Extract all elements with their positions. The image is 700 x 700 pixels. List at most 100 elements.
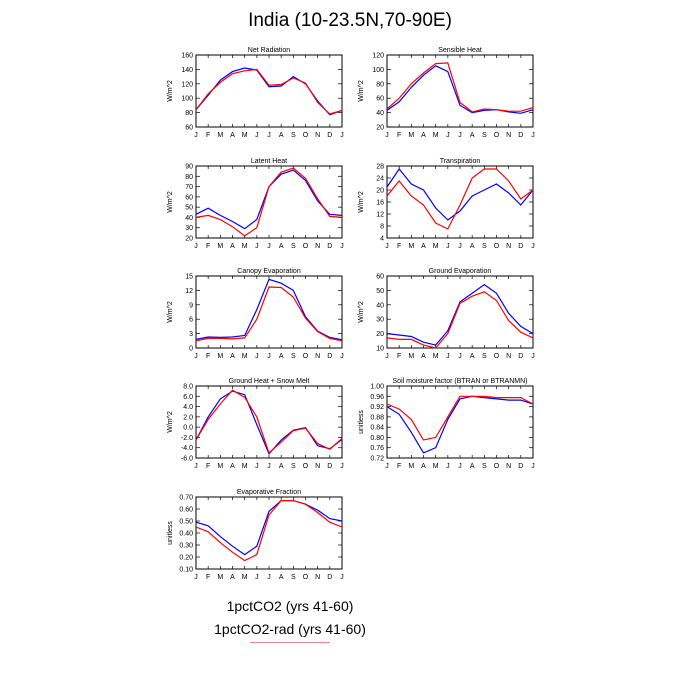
y-tick-label: 120	[372, 53, 384, 60]
x-tick-label: S	[482, 132, 487, 139]
series-line-2	[195, 389, 343, 454]
y-tick-label: 0	[189, 346, 193, 353]
y-tick-label: 60	[185, 194, 193, 201]
x-tick-label: A	[421, 463, 426, 470]
y-tick-label: 16	[376, 200, 384, 207]
y-tick-label: -4.0	[181, 445, 193, 452]
x-tick-label: A	[230, 463, 235, 470]
x-tick-label: M	[242, 132, 248, 139]
x-tick-label: D	[327, 574, 332, 581]
series-line-2	[195, 68, 343, 115]
x-tick-label: A	[230, 574, 235, 581]
y-tick-label: 80	[376, 81, 384, 88]
y-tick-label: 0.40	[179, 531, 193, 538]
x-tick-label: J	[194, 243, 198, 250]
y-tick-label: 28	[376, 164, 384, 171]
y-tick-label: 0.30	[179, 543, 193, 550]
x-tick-label: M	[408, 243, 414, 250]
x-tick-label: J	[267, 463, 271, 470]
y-axis-label: W/m^2	[167, 411, 174, 433]
y-tick-label: 0.92	[370, 404, 384, 411]
y-axis-label: unitless	[358, 410, 365, 434]
x-tick-label: M	[408, 132, 414, 139]
x-tick-label: A	[470, 353, 475, 360]
x-tick-label: A	[279, 574, 284, 581]
x-tick-label: M	[217, 463, 223, 470]
x-tick-label: M	[408, 463, 414, 470]
y-tick-label: 8	[380, 224, 384, 231]
y-tick-label: 0.60	[179, 507, 193, 514]
y-tick-label: 0.76	[370, 445, 384, 452]
y-axis-label: W/m^2	[358, 301, 365, 323]
y-tick-label: 4.0	[183, 404, 193, 411]
x-tick-label: M	[433, 353, 439, 360]
panel-title: Ground Heat + Snow Melt	[229, 378, 310, 385]
panel-title: Latent Heat	[251, 158, 287, 165]
x-tick-label: M	[242, 353, 248, 360]
x-tick-label: A	[470, 243, 475, 250]
y-tick-label: 4	[380, 236, 384, 243]
x-tick-label: S	[291, 132, 296, 139]
y-tick-label: 160	[181, 53, 193, 60]
x-tick-label: J	[531, 353, 535, 360]
y-tick-label: 20	[185, 236, 193, 243]
x-tick-label: F	[397, 132, 401, 139]
x-tick-label: J	[194, 463, 198, 470]
series-line-1	[195, 67, 343, 116]
series-line-2	[195, 167, 343, 237]
series-line-1	[195, 169, 343, 230]
x-tick-label: N	[506, 353, 511, 360]
x-tick-label: F	[206, 463, 210, 470]
plot-frame	[195, 385, 343, 459]
y-axis-label: W/m^2	[167, 301, 174, 323]
y-tick-label: 80	[185, 174, 193, 181]
x-tick-label: F	[206, 132, 210, 139]
y-tick-label: 70	[185, 184, 193, 191]
x-tick-label: M	[217, 353, 223, 360]
x-tick-label: J	[531, 243, 535, 250]
x-tick-label: J	[255, 574, 259, 581]
x-tick-label: O	[494, 353, 500, 360]
x-tick-label: N	[506, 463, 511, 470]
x-tick-label: S	[482, 463, 487, 470]
series-line-1	[195, 500, 343, 556]
figure-title: India (10-23.5N,70-90E)	[248, 10, 452, 31]
x-tick-label: J	[267, 132, 271, 139]
x-tick-label: F	[397, 463, 401, 470]
x-tick-label: O	[494, 132, 500, 139]
x-tick-label: J	[458, 463, 462, 470]
x-tick-label: J	[267, 574, 271, 581]
x-tick-label: D	[518, 463, 523, 470]
x-tick-label: J	[458, 353, 462, 360]
y-tick-label: 10	[376, 346, 384, 353]
panel-title: Ground Evaporation	[429, 268, 492, 275]
x-tick-label: J	[267, 243, 271, 250]
x-tick-label: F	[397, 353, 401, 360]
y-tick-label: 40	[376, 110, 384, 117]
x-tick-label: A	[470, 132, 475, 139]
y-tick-label: 0.72	[370, 456, 384, 463]
x-tick-label: D	[327, 463, 332, 470]
x-tick-label: J	[267, 353, 271, 360]
y-axis-label: W/m^2	[167, 191, 174, 213]
x-tick-label: O	[303, 132, 309, 139]
x-tick-label: S	[482, 243, 487, 250]
y-tick-label: 1.00	[370, 384, 384, 391]
x-tick-label: A	[421, 132, 426, 139]
y-tick-label: 12	[376, 212, 384, 219]
y-axis-label: W/m^2	[358, 80, 365, 102]
legend-swatch	[250, 642, 330, 643]
x-tick-label: J	[255, 243, 259, 250]
x-tick-label: D	[518, 353, 523, 360]
y-axis-label: unitless	[167, 521, 174, 545]
x-tick-label: M	[242, 574, 248, 581]
panel-title: Net Radiation	[248, 47, 291, 54]
y-tick-label: 90	[185, 164, 193, 171]
x-tick-label: J	[385, 243, 389, 250]
